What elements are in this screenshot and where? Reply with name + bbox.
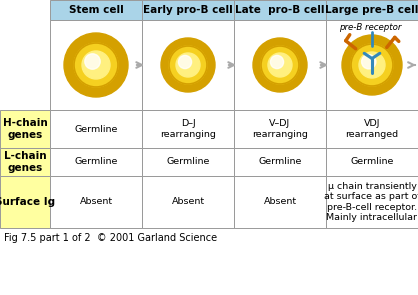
Bar (142, 148, 234, 176)
Bar (326, 148, 418, 176)
Circle shape (268, 53, 292, 77)
Circle shape (64, 33, 128, 97)
Text: Germline: Germline (166, 158, 210, 166)
Bar (50, 110, 142, 148)
Text: Germline: Germline (74, 158, 118, 166)
Bar (0, 176, 50, 228)
Text: H-chain
genes: H-chain genes (3, 118, 47, 140)
Circle shape (359, 52, 385, 78)
Text: L-chain
genes: L-chain genes (4, 151, 46, 173)
Bar (142, 0, 234, 20)
Circle shape (342, 35, 402, 95)
Bar (326, 0, 418, 20)
Bar (0, 148, 50, 176)
Text: Absent: Absent (79, 197, 112, 206)
Text: Germline: Germline (74, 124, 118, 134)
Circle shape (161, 38, 215, 92)
Bar (50, 0, 142, 20)
Text: VDJ
rearranged: VDJ rearranged (345, 119, 398, 139)
Bar (234, 110, 326, 148)
Circle shape (176, 53, 200, 77)
Text: Germline: Germline (258, 158, 302, 166)
Bar (234, 176, 326, 228)
Circle shape (351, 44, 393, 86)
Bar (50, 148, 142, 176)
Circle shape (261, 46, 299, 84)
Bar (234, 20, 326, 110)
Bar (50, 176, 142, 228)
Circle shape (253, 38, 307, 92)
Bar (0, 110, 50, 148)
Circle shape (85, 54, 100, 69)
Text: Absent: Absent (263, 197, 296, 206)
Circle shape (74, 43, 118, 87)
Text: Fig 7.5 part 1 of 2  © 2001 Garland Science: Fig 7.5 part 1 of 2 © 2001 Garland Scien… (4, 233, 217, 243)
Bar (234, 0, 326, 20)
Text: Germline: Germline (350, 158, 394, 166)
Text: V–DJ
rearranging: V–DJ rearranging (252, 119, 308, 139)
Circle shape (178, 55, 191, 69)
Circle shape (362, 55, 376, 69)
Text: Absent: Absent (171, 197, 204, 206)
Bar (142, 20, 234, 110)
Bar (142, 110, 234, 148)
Text: Stem cell: Stem cell (69, 5, 123, 15)
Circle shape (169, 46, 207, 84)
Bar (142, 176, 234, 228)
Bar (234, 148, 326, 176)
Circle shape (270, 55, 283, 69)
Bar (326, 20, 418, 110)
Text: pre-B receptor: pre-B receptor (339, 24, 401, 32)
Circle shape (82, 51, 110, 79)
Bar (50, 20, 142, 110)
Bar (326, 176, 418, 228)
Bar (326, 110, 418, 148)
Text: Surface Ig: Surface Ig (0, 197, 55, 207)
Text: Large pre-B cell: Large pre-B cell (325, 5, 418, 15)
Text: Early pro-B cell: Early pro-B cell (143, 5, 233, 15)
Text: D–J
rearranging: D–J rearranging (160, 119, 216, 139)
Text: μ chain transiently
at surface as part of
pre-B-cell receptor.
Mainly intracellu: μ chain transiently at surface as part o… (324, 182, 418, 222)
Text: Late  pro-B cell: Late pro-B cell (235, 5, 325, 15)
